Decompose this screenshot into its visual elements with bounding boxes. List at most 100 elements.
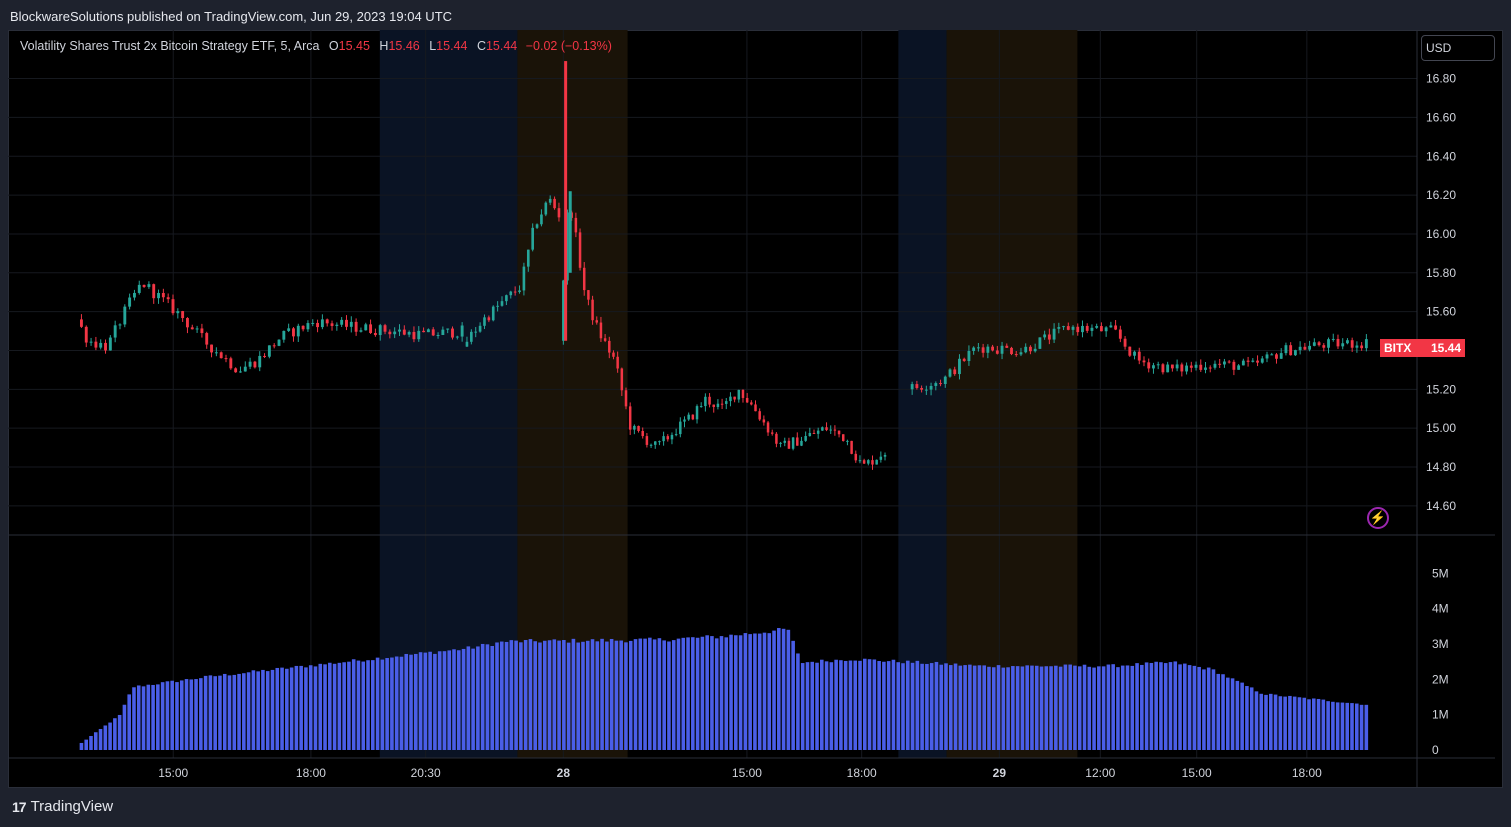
session-afterhours bbox=[517, 30, 628, 758]
volume-bar bbox=[394, 656, 399, 750]
candle-body bbox=[152, 284, 156, 299]
volume-bar bbox=[1278, 696, 1283, 750]
currency-selector[interactable]: USD bbox=[1421, 35, 1495, 61]
price-axis-labels: 14.6014.8015.0015.2015.4015.6015.8016.00… bbox=[1426, 72, 1456, 513]
candle-body bbox=[1104, 327, 1108, 332]
candle-body bbox=[871, 460, 874, 465]
volume-bar bbox=[738, 635, 743, 750]
volume-bar bbox=[385, 658, 389, 750]
volume-bar bbox=[820, 659, 824, 750]
candle-body bbox=[118, 324, 122, 326]
candle-body bbox=[816, 430, 820, 434]
volume-bar bbox=[1144, 662, 1149, 750]
candle-body bbox=[1194, 364, 1198, 368]
candle-body bbox=[1312, 342, 1316, 346]
candle-body bbox=[796, 437, 799, 446]
volume-bar bbox=[1044, 666, 1049, 750]
candle-body bbox=[94, 341, 98, 348]
flash-icon[interactable]: ⚡ bbox=[1367, 507, 1389, 529]
volume-bar bbox=[538, 642, 542, 750]
price-tick-label: 15.20 bbox=[1426, 382, 1456, 396]
candle-body bbox=[426, 329, 430, 333]
candle-body bbox=[239, 371, 242, 373]
volume-bar bbox=[839, 660, 843, 750]
price-tick-label: 15.80 bbox=[1426, 266, 1456, 280]
candle-body bbox=[104, 342, 107, 351]
volume-bar bbox=[1326, 701, 1330, 750]
candle-body bbox=[1057, 327, 1061, 329]
candle-body bbox=[272, 345, 276, 347]
volume-bar bbox=[991, 667, 996, 750]
candle-body bbox=[666, 436, 670, 440]
volume-bar bbox=[404, 653, 409, 750]
volume-bar bbox=[542, 640, 547, 750]
volume-bar bbox=[753, 633, 757, 750]
candle-body bbox=[258, 355, 262, 368]
candle-body bbox=[1364, 339, 1368, 349]
candle-body bbox=[1000, 345, 1004, 354]
candle-body bbox=[1223, 361, 1226, 365]
candle-body bbox=[1289, 345, 1293, 356]
volume-bar bbox=[242, 673, 246, 750]
volume-bar bbox=[117, 714, 122, 750]
session-premarket bbox=[379, 30, 518, 758]
volume-bar bbox=[1163, 663, 1168, 750]
candle-body bbox=[1303, 346, 1307, 350]
volume-bar bbox=[815, 662, 819, 750]
candle-body bbox=[800, 440, 803, 446]
volume-bar bbox=[600, 638, 604, 750]
volume-bar bbox=[1240, 682, 1244, 750]
footer-brand[interactable]: 17 TradingView bbox=[12, 798, 113, 815]
candle-body bbox=[1265, 354, 1269, 359]
candle-body bbox=[991, 346, 995, 351]
volume-bar bbox=[714, 638, 719, 750]
candle-body bbox=[137, 284, 141, 293]
candle-body bbox=[837, 430, 841, 435]
close-label: C bbox=[476, 39, 486, 53]
volume-bar bbox=[1259, 693, 1264, 750]
candle-body bbox=[248, 361, 252, 367]
volume-bar bbox=[132, 687, 136, 750]
candle-body bbox=[624, 390, 628, 407]
candle-body bbox=[733, 396, 736, 400]
volume-bar bbox=[925, 663, 929, 750]
volume-bar bbox=[418, 652, 423, 750]
volume-bar bbox=[1020, 666, 1025, 750]
candle-body bbox=[775, 433, 778, 444]
price-tick-label: 16.40 bbox=[1426, 149, 1456, 163]
candle-body bbox=[658, 441, 661, 443]
candle-body bbox=[716, 403, 720, 407]
volume-bar bbox=[84, 739, 89, 750]
volume-bar bbox=[270, 669, 275, 750]
volume-tick-label: 3M bbox=[1432, 637, 1449, 651]
candle-body bbox=[345, 319, 348, 327]
volume-bar bbox=[805, 662, 810, 750]
volume-bar bbox=[552, 639, 557, 750]
candle-body bbox=[378, 325, 382, 336]
candle-body bbox=[195, 328, 199, 330]
candlestick-chart[interactable]: 14.6014.8015.0015.2015.4015.6015.8016.00… bbox=[8, 30, 1503, 788]
candle-body bbox=[1137, 351, 1141, 361]
volume-bar bbox=[562, 640, 566, 750]
volume-bar bbox=[328, 662, 332, 750]
time-tick-label: 15:00 bbox=[1182, 766, 1212, 780]
candle-body bbox=[243, 366, 247, 372]
candle-body bbox=[157, 292, 160, 299]
candle-body bbox=[910, 384, 914, 390]
volume-bars bbox=[79, 628, 1369, 750]
volume-bar bbox=[1087, 666, 1092, 750]
volume-bar bbox=[934, 661, 939, 750]
volume-bar bbox=[581, 641, 585, 750]
time-tick-label: 15:00 bbox=[732, 766, 762, 780]
candle-body bbox=[829, 429, 832, 431]
time-tick-label: 18:00 bbox=[847, 766, 877, 780]
volume-bar bbox=[662, 640, 666, 750]
volume-bar bbox=[1149, 662, 1154, 750]
price-tick-label: 16.60 bbox=[1426, 110, 1456, 124]
volume-bar bbox=[1154, 661, 1158, 750]
volume-bar bbox=[1354, 703, 1359, 750]
candle-body bbox=[779, 442, 782, 444]
candle-body bbox=[431, 329, 435, 336]
volume-bar bbox=[691, 637, 695, 750]
volume-bar bbox=[628, 640, 633, 750]
